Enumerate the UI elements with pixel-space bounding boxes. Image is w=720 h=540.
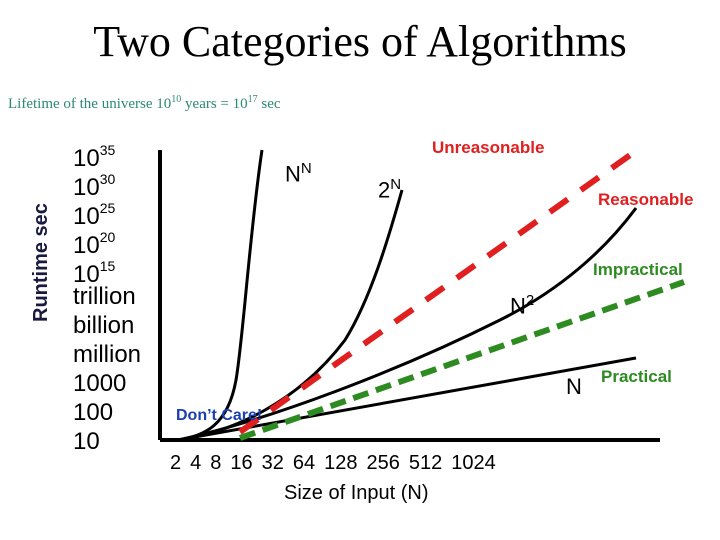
y-tick-label: 1000 (73, 371, 126, 397)
label-impractical: Impractical (593, 260, 683, 279)
y-tick-label: 1035 (73, 139, 115, 172)
x-tick-label: 32 (261, 452, 284, 474)
x-tick-label: 1024 (451, 452, 496, 474)
y-tick-base: 1000 (73, 370, 127, 397)
label-n-squared: N2 (510, 292, 534, 319)
y-tick-exponent: 35 (99, 142, 116, 158)
y-tick-base: million (73, 341, 142, 368)
x-tick-labels: 2 4 8 16 32 64 128 256 512 1024 (170, 452, 496, 475)
x-tick-label: 16 (230, 452, 253, 474)
curve-2-to-the-n (177, 189, 404, 442)
y-tick-base: 10 (73, 145, 100, 172)
label-reasonable: Reasonable (598, 190, 694, 209)
y-tick-exponent: 30 (99, 171, 116, 187)
chart-subtitle: Lifetime of the universe 1010 years = 10… (8, 94, 281, 113)
x-tick-label: 8 (210, 452, 222, 474)
y-tick-base: trillion (73, 283, 136, 310)
subtitle-middle: years = 10 (181, 96, 248, 112)
x-tick-label: 512 (408, 452, 443, 474)
y-tick-base: 100 (73, 399, 114, 426)
label-unreasonable: Unreasonable (432, 138, 545, 157)
x-tick-label: 256 (366, 452, 400, 474)
y-tick-exponent: 20 (99, 229, 116, 245)
label-n-to-the-n-base: N (285, 161, 301, 187)
subtitle-suffix: sec (257, 96, 281, 112)
y-tick-label: million (73, 342, 141, 368)
x-tick-label: 128 (324, 452, 358, 474)
label-n-squared-exp: 2 (525, 292, 535, 309)
label-practical: Practical (601, 367, 672, 386)
y-tick-base: 10 (73, 232, 100, 259)
label-2-to-the-n: 2N (378, 176, 401, 203)
label-dont-care: Don’t Care! (176, 407, 263, 424)
curve-n-linear (177, 356, 637, 442)
y-tick-base: 10 (73, 428, 100, 455)
curve-n-squared (177, 207, 638, 442)
label-n-linear-base: N (566, 374, 582, 399)
y-tick-base: billion (73, 312, 135, 339)
y-tick-label: 100 (73, 400, 113, 426)
x-tick-label: 2 (170, 452, 182, 474)
boundary-practical-impractical (239, 279, 685, 441)
y-tick-exponent: 25 (99, 200, 116, 216)
curve-n-to-the-n (177, 149, 264, 442)
boundary-reasonable-unreasonable (238, 145, 642, 435)
label-2-to-the-n-exp: N (390, 176, 402, 193)
label-2-to-the-n-base: 2 (378, 177, 391, 203)
label-n-to-the-n: NN (285, 160, 312, 187)
y-tick-label: trillion (73, 284, 136, 310)
y-tick-label: 1015 (73, 255, 115, 288)
y-tick-exponent: 15 (99, 258, 116, 274)
y-tick-base: 10 (73, 203, 100, 230)
label-n-linear: N (566, 374, 582, 400)
y-tick-label: 1030 (73, 168, 115, 201)
label-n-squared-base: N (510, 293, 526, 319)
y-tick-base: 10 (73, 261, 100, 288)
x-tick-label: 4 (190, 452, 202, 474)
y-tick-label: 10 (73, 429, 100, 455)
subtitle-prefix: Lifetime of the universe 10 (8, 96, 172, 112)
y-tick-label: billion (73, 313, 134, 339)
chart-title: Two Categories of Algorithms (93, 17, 627, 66)
x-tick-label: 64 (292, 452, 316, 474)
subtitle-exponent-1: 10 (171, 94, 182, 105)
x-axis-label: Size of Input (N) (284, 482, 429, 504)
y-tick-label: 1025 (73, 197, 115, 230)
label-n-to-the-n-exp: N (300, 160, 312, 177)
y-tick-base: 10 (73, 174, 100, 201)
subtitle-exponent-2: 17 (247, 94, 258, 105)
y-tick-label: 1020 (73, 226, 115, 259)
